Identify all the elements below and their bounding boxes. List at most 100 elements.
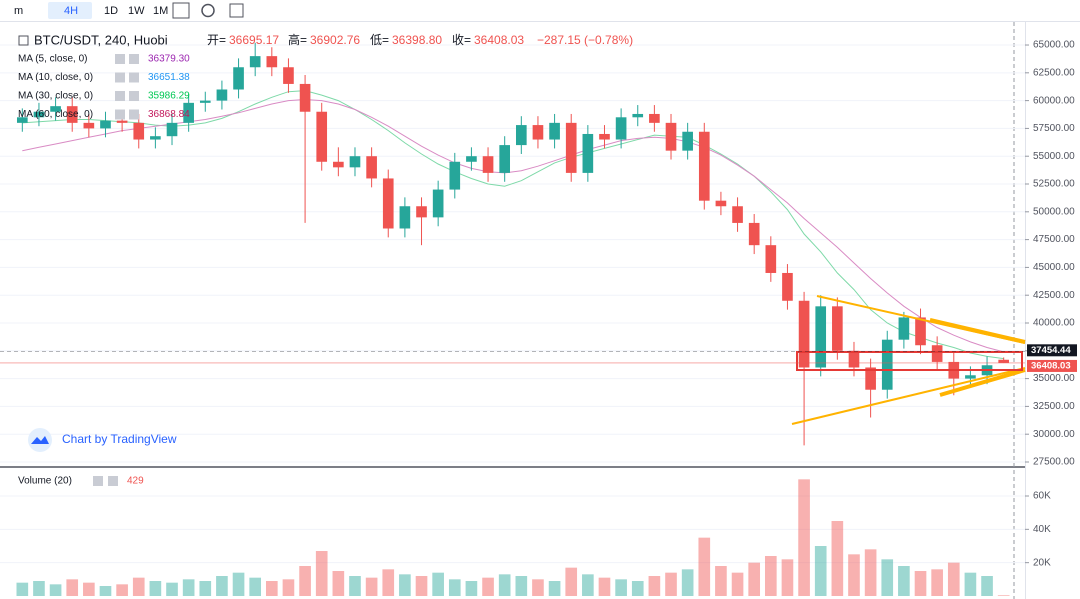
legend-text: BTC/USDT, 240, Huobi [34, 32, 168, 47]
volume-bar [99, 586, 112, 596]
toolbar-button[interactable]: m [14, 5, 23, 17]
volume-bar [482, 577, 494, 596]
candle-body [199, 100, 211, 103]
volume-bar [615, 579, 627, 596]
price-tag-label: 37454.44 [1031, 345, 1071, 356]
drawings [791, 295, 1026, 425]
y-tick-label: 65000.00 [1033, 40, 1075, 51]
candle-body [915, 317, 926, 346]
y-tick-label: 32500.00 [1033, 401, 1075, 412]
settings-icon[interactable] [201, 3, 215, 18]
candle-body [715, 200, 727, 207]
volume-bar [864, 549, 877, 596]
study-name: MA (10, close, 0) [18, 72, 93, 83]
watermark: Chart by TradingView [28, 428, 177, 452]
candle-body [133, 122, 145, 140]
legend-text: 36902.76 [310, 33, 360, 47]
candle-body [316, 111, 328, 162]
y-tick-label: 30000.00 [1033, 429, 1075, 440]
volume-bar [83, 582, 95, 596]
candle-body [998, 359, 1010, 363]
volume-bar [315, 551, 328, 596]
toolbar-button[interactable]: 4H [64, 5, 78, 17]
candle-body [266, 56, 278, 68]
candle-body [366, 156, 377, 179]
volume-bar [681, 569, 694, 596]
volume-bar [631, 581, 644, 596]
study-button[interactable] [129, 91, 139, 101]
study-button[interactable] [115, 72, 125, 83]
volume-bar [498, 574, 511, 596]
collapse-icon [18, 35, 29, 46]
study-button[interactable] [108, 476, 118, 486]
chart-type-icon[interactable] [172, 2, 190, 19]
study-value: 36651.38 [148, 72, 190, 83]
candle-body [83, 122, 95, 129]
candle-body [50, 106, 61, 112]
range-box [796, 351, 1023, 371]
volume-bar [764, 556, 777, 596]
volume-bar [299, 566, 311, 596]
toolbar-button[interactable]: 1D [104, 5, 118, 17]
price-tag [1027, 344, 1077, 357]
study-button[interactable] [129, 54, 139, 64]
y-tick-label: 42500.00 [1033, 290, 1075, 301]
study-name: MA (5, close, 0) [18, 54, 87, 65]
candle-body [765, 245, 777, 273]
volume-bar [715, 566, 727, 596]
volume-bar [565, 567, 578, 596]
y-tick-label: 52500.00 [1033, 179, 1075, 190]
candle-body [16, 117, 28, 123]
volume-name: Volume (20) [18, 476, 72, 487]
toolbar [0, 0, 1080, 22]
study-value: 36379.30 [148, 54, 190, 65]
candle-body [549, 122, 560, 140]
price-tag [1027, 359, 1077, 372]
volume-bar [149, 581, 162, 596]
trend-line [939, 368, 1026, 397]
candle-body [682, 131, 693, 151]
candle-body [615, 117, 627, 140]
y-tick-label: 27500.00 [1033, 457, 1075, 468]
y-tick-label: 62500.00 [1033, 67, 1075, 78]
volume-bar [66, 579, 79, 596]
volume-bar [415, 576, 428, 596]
candle-body [965, 375, 976, 379]
volume-bar [598, 577, 611, 596]
candle-body [665, 122, 677, 151]
volume-bar [33, 581, 45, 596]
volume-bar [548, 581, 561, 596]
candle-body [399, 206, 411, 229]
volume-bar [997, 595, 1010, 596]
volume-bar [382, 569, 395, 596]
candle-body [482, 156, 494, 173]
active-interval-bg [48, 2, 92, 19]
volume-bar [781, 559, 794, 596]
volume-bar [814, 546, 827, 596]
volume-bar [898, 566, 910, 596]
volume-bar [981, 576, 993, 596]
candle-body [183, 102, 194, 123]
study-button[interactable] [115, 54, 125, 64]
trend-line [791, 367, 1026, 425]
toolbar-button[interactable]: 1W [128, 5, 145, 17]
legend-text: 36695.17 [229, 33, 279, 47]
toolbar-button[interactable]: 1M [153, 5, 168, 17]
volume-bar [532, 579, 544, 596]
candle-body [100, 120, 111, 129]
study-button[interactable] [115, 109, 125, 120]
ma-line [22, 90, 1004, 360]
candle-body [748, 222, 760, 246]
volume-bar [665, 572, 677, 596]
volume-bar [515, 576, 528, 596]
study-button[interactable] [129, 109, 139, 120]
plot [0, 42, 1025, 596]
legend-text: 开= [207, 33, 226, 47]
study-button[interactable] [129, 72, 139, 83]
screenshot-icon[interactable] [229, 3, 244, 18]
study-button[interactable] [115, 91, 125, 101]
candle-body [898, 317, 910, 340]
study-button[interactable] [93, 476, 103, 486]
legend-text: 36398.80 [392, 33, 442, 47]
volume-bar [265, 581, 278, 596]
